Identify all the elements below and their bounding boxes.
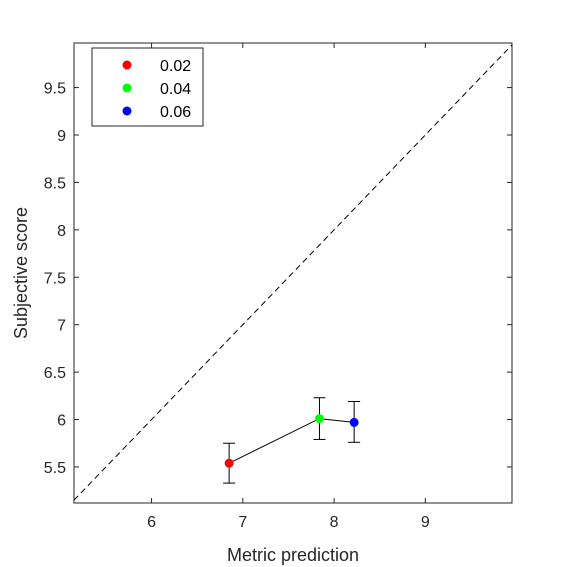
data-point: [224, 458, 234, 468]
y-tick-label: 9.5: [44, 81, 66, 98]
identity-reference-line: [73, 44, 513, 501]
x-tick-label: 7: [238, 514, 247, 531]
y-tick-label: 6.5: [44, 365, 66, 382]
x-tick-label: 9: [421, 514, 430, 531]
legend-items: 0.02 0.04 0.06: [122, 58, 191, 121]
x-axis-label: Metric prediction: [227, 545, 359, 565]
y-axis-label: Subjective score: [11, 207, 31, 339]
legend: 0.02 0.04 0.06: [91, 47, 204, 127]
y-tick-label: 9: [57, 128, 66, 145]
reference-line-layer: [73, 44, 513, 501]
legend-label: 0.04: [160, 81, 191, 98]
y-tick-label: 7: [57, 318, 66, 335]
y-tick-label: 7.5: [44, 270, 66, 287]
data-point: [349, 417, 359, 427]
legend-label: 0.02: [160, 58, 191, 75]
legend-marker: [122, 106, 132, 116]
x-axis-ticks: 6 7 8 9: [147, 43, 430, 531]
legend-label: 0.06: [160, 104, 191, 121]
legend-box: [91, 47, 204, 127]
y-axis-ticks: 5.5 6 6.5 7 7.5 8 8.5 9 9.5: [44, 81, 512, 477]
x-tick-label: 8: [330, 514, 339, 531]
y-tick-label: 8: [57, 223, 66, 240]
x-tick-label: 6: [147, 514, 156, 531]
y-tick-label: 6: [57, 413, 66, 430]
legend-marker: [122, 60, 132, 70]
data-point-layer: [224, 414, 359, 468]
legend-marker: [122, 83, 132, 93]
y-tick-label: 8.5: [44, 175, 66, 192]
y-tick-label: 5.5: [44, 460, 66, 477]
data-point: [314, 414, 324, 424]
